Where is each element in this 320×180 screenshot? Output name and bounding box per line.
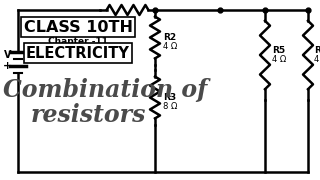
Text: resistors: resistors [30, 103, 146, 127]
Text: 8 Ω: 8 Ω [163, 102, 177, 111]
Text: Chapter -11: Chapter -11 [48, 37, 108, 46]
Text: R: R [314, 46, 320, 55]
Text: ELECTRICITY: ELECTRICITY [26, 46, 130, 60]
Text: V: V [4, 50, 12, 60]
Text: +: + [4, 61, 12, 71]
Text: R3: R3 [163, 93, 176, 102]
Text: 4 Ω: 4 Ω [163, 42, 177, 51]
Text: R2: R2 [163, 33, 176, 42]
Text: 4 Ω: 4 Ω [272, 55, 286, 64]
Text: CLASS 10TH: CLASS 10TH [23, 19, 132, 35]
Text: R5: R5 [272, 46, 285, 55]
Text: Combination of: Combination of [3, 78, 207, 102]
Text: 4: 4 [314, 55, 319, 64]
